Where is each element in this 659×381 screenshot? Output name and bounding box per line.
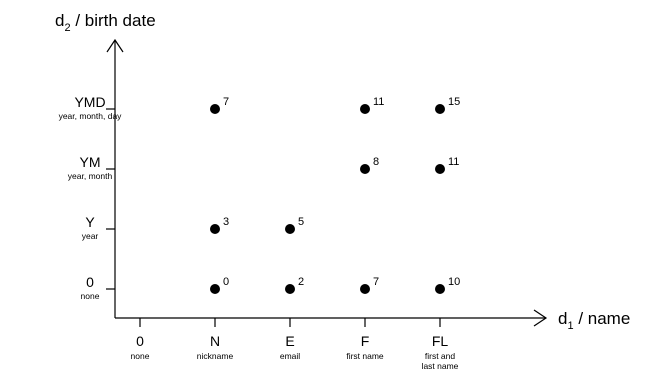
x-tick-sublabel-fl: first and: [425, 351, 456, 361]
data-point-f-0: [360, 284, 370, 294]
x-tick-label-e: E: [285, 333, 294, 349]
data-points: 7 11 15 8 11 3 5 0 2 7 10: [210, 96, 460, 294]
data-label-e-y: 5: [298, 216, 304, 228]
x-tick-label-n: N: [210, 333, 220, 349]
x-tick-sublabel-fl-1: last name: [422, 361, 459, 371]
data-label-n-y: 3: [223, 216, 229, 228]
y-tick-sublabel-ym: year, month: [68, 171, 113, 181]
data-label-e-0: 2: [298, 276, 304, 288]
y-tick-sublabel-ymd: year, month, day: [59, 111, 123, 121]
y-tick-label-y: Y: [85, 214, 95, 230]
data-point-f-ymd: [360, 104, 370, 114]
data-label-n-0: 0: [223, 276, 229, 288]
x-tick-label-0: 0: [136, 333, 144, 349]
x-tick-sublabel-n: nickname: [197, 351, 234, 361]
x-tick-sublabel-0: none: [131, 351, 150, 361]
data-point-n-y: [210, 224, 220, 234]
data-point-fl-ym: [435, 164, 445, 174]
x-axis-title: d1 / name: [558, 309, 630, 332]
data-point-fl-ymd: [435, 104, 445, 114]
data-point-e-0: [285, 284, 295, 294]
data-label-f-ym: 8: [373, 156, 379, 168]
data-point-e-y: [285, 224, 295, 234]
x-tick-sublabel-e: email: [280, 351, 300, 361]
x-tick-sublabel-f: first name: [346, 351, 384, 361]
data-label-n-ymd: 7: [223, 96, 229, 108]
x-tick-label-f: F: [361, 333, 370, 349]
y-tick-label-ymd: YMD: [74, 94, 105, 110]
data-point-fl-0: [435, 284, 445, 294]
data-point-f-ym: [360, 164, 370, 174]
y-tick-sublabel-0: none: [81, 291, 100, 301]
data-point-n-ymd: [210, 104, 220, 114]
y-tick-label-ym: YM: [80, 154, 101, 170]
data-label-fl-ymd: 15: [448, 96, 460, 108]
data-label-fl-ym: 11: [448, 156, 459, 168]
y-tick-sublabel-y: year: [82, 231, 99, 241]
y-axis-title: d2 / birth date: [55, 11, 156, 34]
x-tick-label-fl: FL: [432, 333, 449, 349]
y-axis-arrow: [106, 38, 124, 53]
data-point-n-0: [210, 284, 220, 294]
x-axis-arrow: [533, 309, 548, 327]
y-tick-label-0: 0: [86, 274, 94, 290]
data-label-fl-0: 10: [448, 276, 460, 288]
data-label-f-0: 7: [373, 276, 379, 288]
data-label-f-ymd: 11: [373, 96, 384, 108]
